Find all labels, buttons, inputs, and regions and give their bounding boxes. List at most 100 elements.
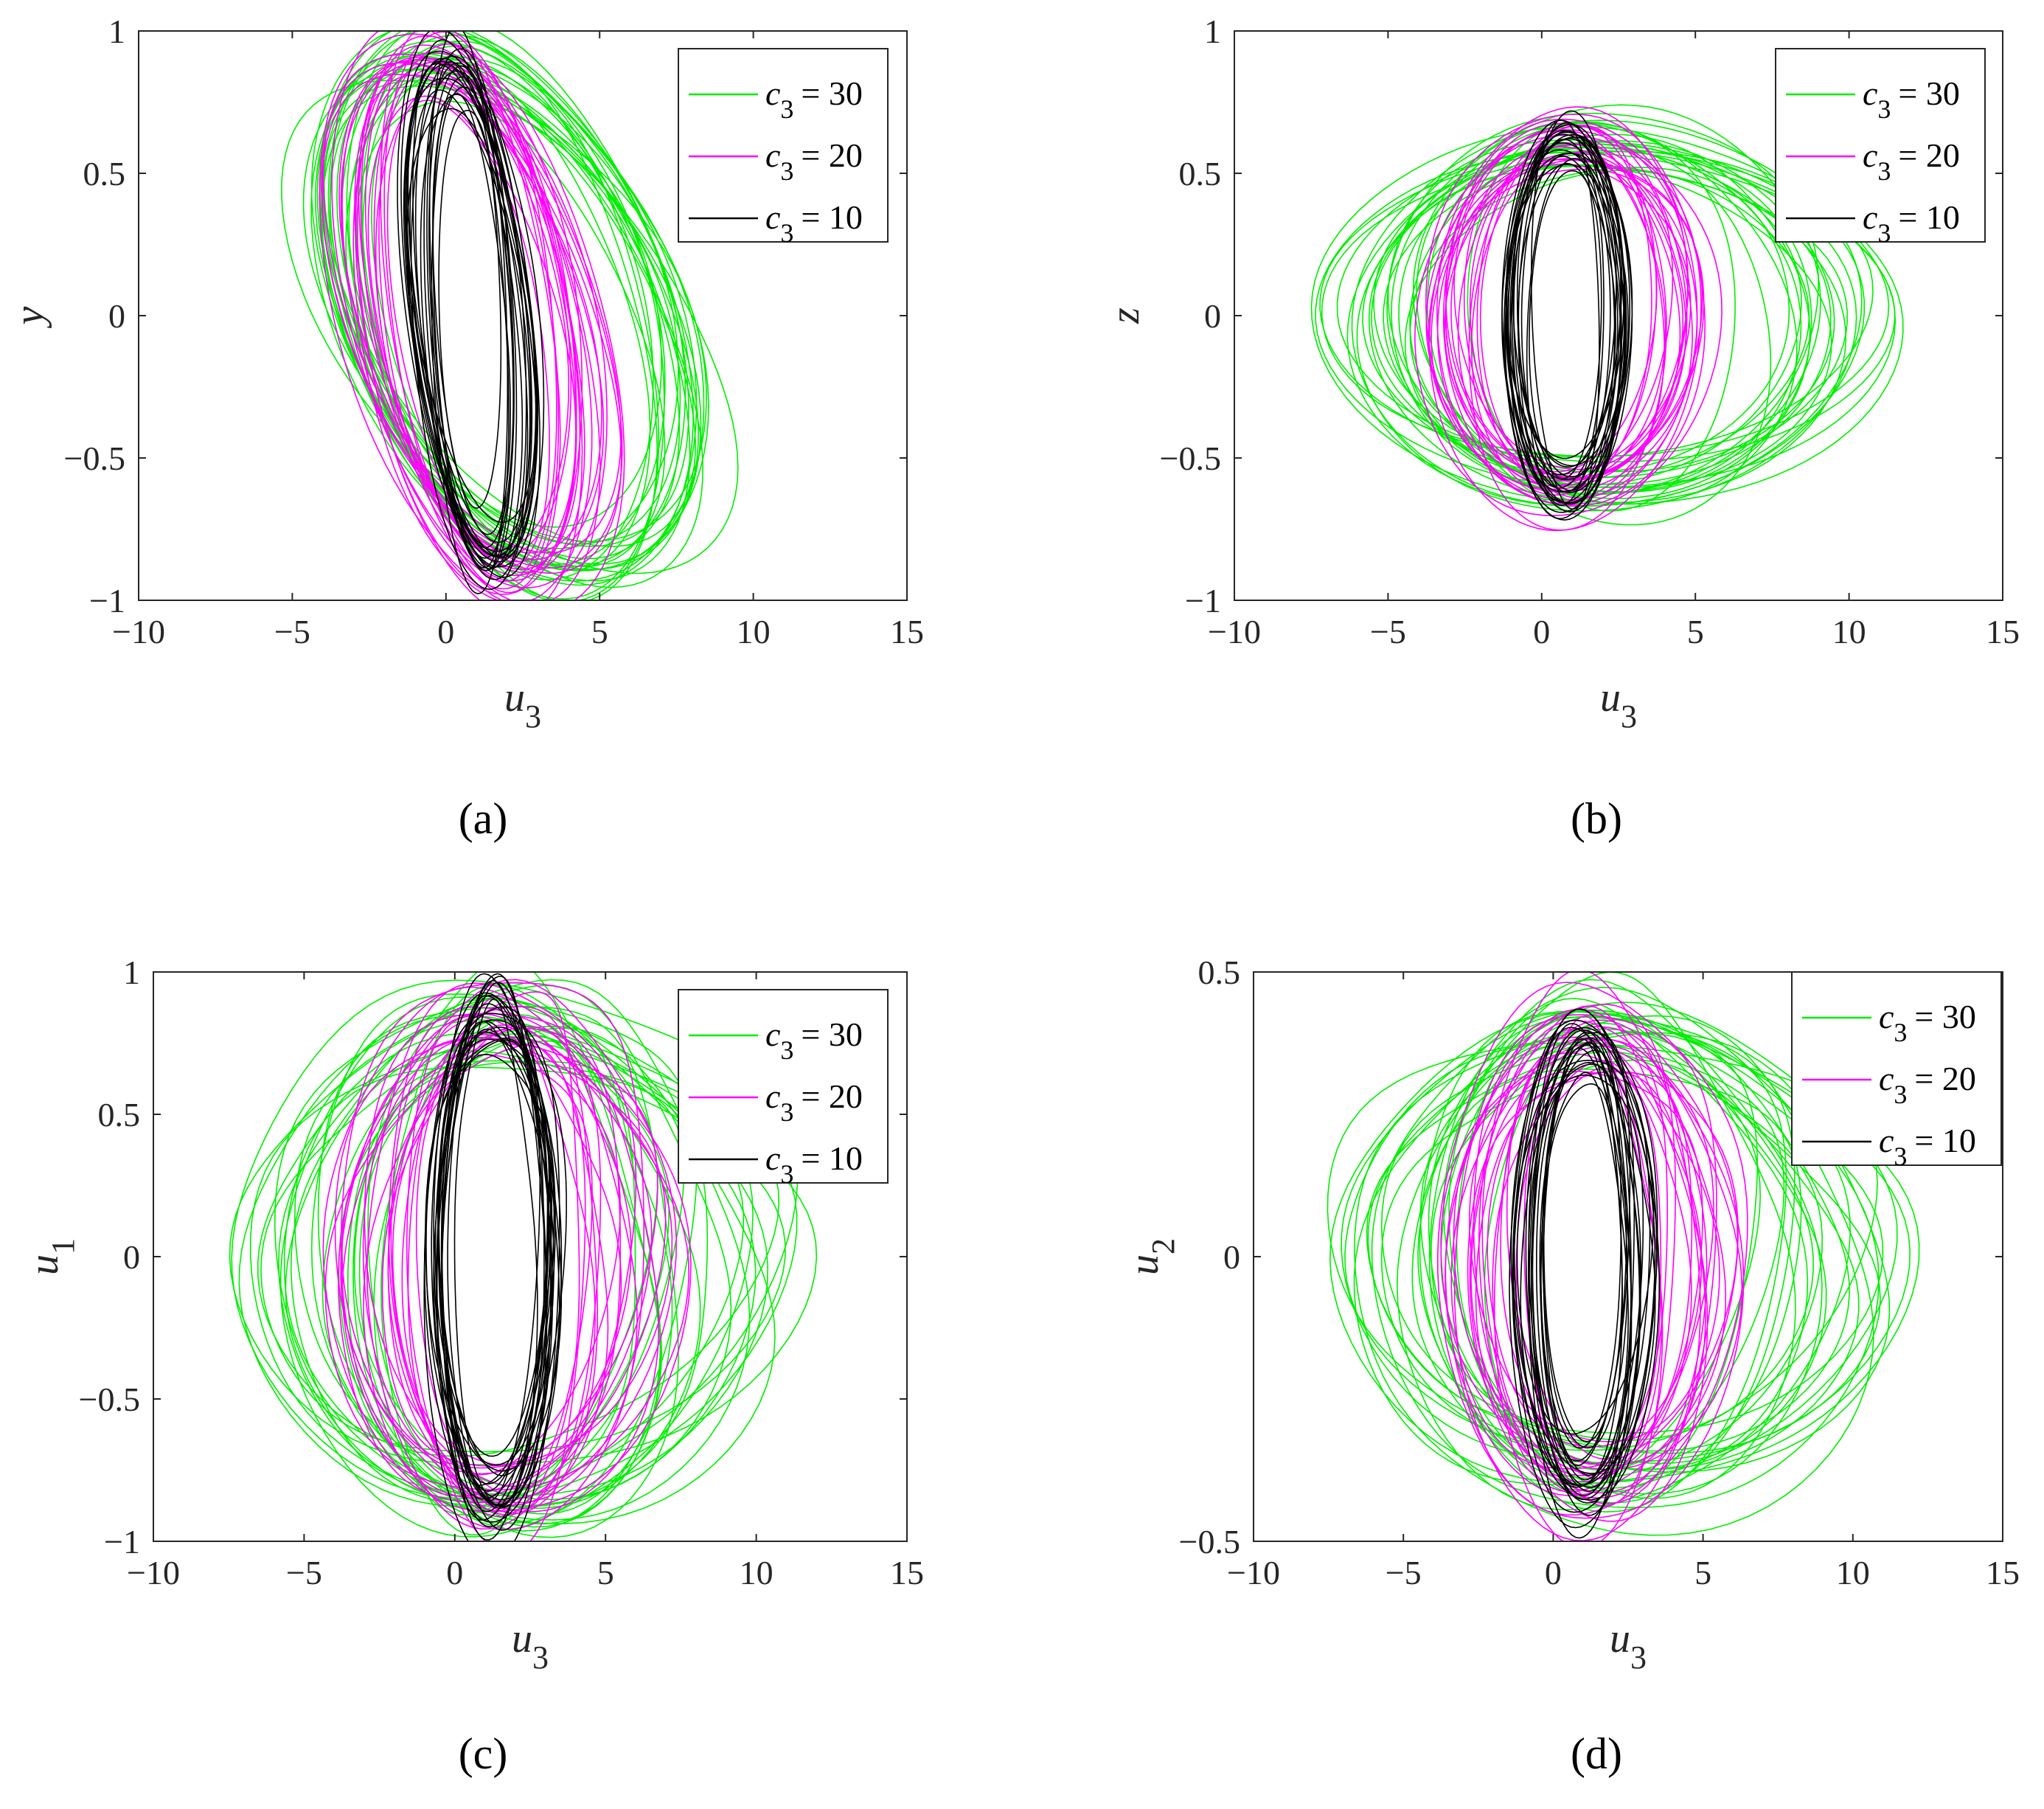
x-axis-title: u3 [512,1616,549,1676]
orbit-curve [1528,1027,1635,1539]
orbit-curve [1531,119,1600,510]
orbit-curve [336,58,681,560]
orbit-curve [347,1027,661,1532]
legend-box [678,48,889,243]
orbit-curve [322,986,692,1513]
orbit-curve [1398,133,1811,499]
orbit-curve [1468,1028,1720,1442]
y-tick-label: −1 [1185,582,1221,619]
orbit-curve [334,1027,659,1513]
panel-label: (d) [1571,1729,1622,1778]
orbit-curve [1516,1029,1655,1435]
y-tick-label: 0.5 [98,1096,141,1133]
orbit-curve [1509,1019,1658,1529]
orbit-curve [341,1037,667,1499]
orbit-curve [1492,1060,1692,1475]
legend-entry: c3 = 20 [1863,136,1960,186]
x-tick-label: −5 [1386,1554,1422,1591]
x-tick-label: 0 [437,613,454,650]
orbit-curve [1411,1068,1802,1489]
orbit-curve [1532,1043,1633,1516]
orbit-curve [1469,142,1666,480]
orbit-curve [1467,121,1736,512]
orbit-curve [358,56,581,570]
orbit-curve [341,59,601,600]
orbit-curve [1310,126,1904,505]
orbit-curve [1387,139,1812,493]
orbit-curve [390,1006,599,1514]
orbit-curve [400,50,541,578]
orbit-curve [229,1019,818,1465]
legend-entry: c3 = 30 [765,74,863,124]
legend-entry: c3 = 20 [765,136,863,186]
orbit-curve [431,973,563,1523]
x-tick-label: 5 [1694,1554,1711,1591]
orbit-curve [435,1031,552,1528]
orbit-curve [1386,112,1819,496]
panel-label: (b) [1571,794,1622,843]
orbit-curve [441,995,549,1541]
x-tick-label: −10 [1227,1554,1280,1591]
y-tick-label: 0 [123,1238,140,1276]
x-axis-title: u3 [1610,1616,1647,1676]
x-tick-label: 10 [737,613,771,650]
orbit-curve [381,1026,632,1467]
orbit-curve [1481,972,1708,1499]
series-10 [1501,110,1633,521]
orbit-curve [316,69,703,588]
orbit-curve [362,45,654,580]
plot-area [1310,104,1904,532]
y-tick-label: 1 [123,954,140,991]
y-tick-label: −0.5 [1160,440,1221,477]
orbit-curve [1416,122,1798,505]
plot-area [229,972,818,1541]
orbit-curve [1503,130,1631,513]
series-10 [397,31,545,594]
orbit-curve [1417,1044,1824,1479]
orbit-curve [341,1013,673,1469]
orbit-curve [1321,150,1890,457]
orbit-curve [1450,158,1681,479]
orbit-curve [1351,119,1863,507]
orbit-curve [1468,125,1667,531]
x-tick-label: 0 [446,1554,463,1591]
y-axis-title: u1 [21,1238,81,1275]
orbit-curve [317,1005,679,1538]
orbit-curve [1469,1019,1714,1493]
orbit-curve [1444,163,1692,476]
orbit-curve [407,991,580,1517]
legend-box [1791,971,2002,1166]
orbit-curve [1473,1004,1701,1504]
series-20 [319,31,625,600]
orbit-curve [1515,1067,1663,1479]
orbit-curve [257,1032,780,1457]
orbit-curve [437,973,554,1508]
orbit-curve [321,85,691,582]
x-tick-label: 0 [1545,1554,1562,1591]
orbit-curve [1380,1032,1850,1452]
y-tick-label: 0 [1223,1238,1240,1276]
orbit-curve [356,58,583,600]
y-tick-label: −0.5 [79,1381,140,1418]
orbit-curve [1436,106,1698,506]
x-tick-label: 0 [1533,613,1550,650]
x-tick-label: 10 [1832,613,1866,650]
legend-entry: c3 = 10 [1879,1122,1976,1171]
orbit-curve [279,996,754,1538]
orbit-curve [397,31,545,568]
series-20 [1414,106,1723,532]
x-tick-label: 10 [740,1554,774,1591]
legend: c3 = 30 c3 = 20 c3 = 10 [678,989,889,1189]
orbit-curve [1371,987,1880,1508]
legend: c3 = 30 c3 = 20 c3 = 10 [678,48,889,248]
panel-4: −10 −5 0 5 10 15 −0.5 0 0.5 u3 u2 c3 = 30 c3 = 20 c3 = 1… [1122,954,2020,1778]
orbit-curve [310,993,698,1524]
orbit-curve [364,1013,621,1487]
y-tick-label: −0.5 [1179,1523,1240,1560]
panel-label: (c) [459,1729,508,1778]
orbit-curve [1520,1074,1644,1488]
orbit-curve [1518,110,1617,489]
orbit-curve [1391,104,1821,495]
y-tick-label: 1 [1204,13,1221,50]
orbit-curve [432,93,512,535]
